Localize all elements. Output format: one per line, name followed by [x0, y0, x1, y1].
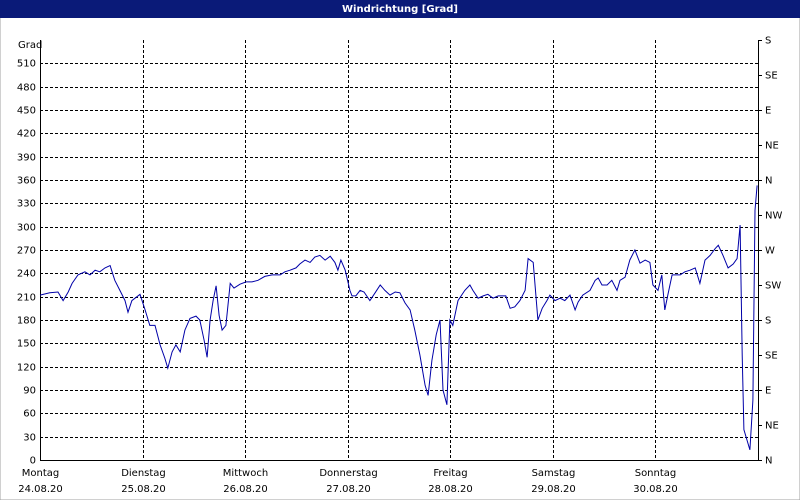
y-tick-label: 120	[17, 363, 36, 374]
data-line	[39, 185, 758, 451]
x-tick-label: Montag	[22, 468, 59, 479]
y-tick-label: 270	[17, 246, 36, 257]
y-tick-label: 150	[17, 339, 36, 350]
title-bar	[0, 0, 800, 18]
y-tick-label: 510	[17, 59, 36, 70]
x-tick-date: 29.08.20	[531, 484, 576, 495]
y-tick-label: 450	[17, 106, 36, 117]
y-tick-label: 180	[17, 316, 36, 327]
x-tick-date: 26.08.20	[223, 484, 268, 495]
y-tick-label: 420	[17, 129, 36, 140]
y2-tick-label: SE	[765, 351, 778, 362]
y-tick-label: 90	[23, 386, 36, 397]
x-tick-label: Donnerstag	[319, 468, 377, 479]
x-tick-label: Mittwoch	[223, 468, 268, 479]
x-tick-label: Samstag	[532, 468, 576, 479]
y-tick-label: 330	[17, 199, 36, 210]
y2-tick-label: S	[765, 316, 771, 327]
y-tick-label: 0	[30, 456, 36, 467]
y-tick-label: 30	[23, 433, 36, 444]
x-tick-label: Freitag	[433, 468, 467, 479]
y-tick-label: 240	[17, 269, 36, 280]
y-tick-label: 360	[17, 176, 36, 187]
y2-tick-label: NE	[765, 421, 779, 432]
x-tick-date: 27.08.20	[326, 484, 371, 495]
y2-tick-label: N	[765, 176, 772, 187]
y2-tick-label: SE	[765, 71, 778, 82]
y-tick-label: 60	[23, 409, 36, 420]
y-axis-label: Grad	[18, 40, 42, 51]
y2-tick-label: S	[765, 36, 771, 47]
x-tick-date: 30.08.20	[633, 484, 678, 495]
y2-tick-label: NE	[765, 141, 779, 152]
y-tick-label: 390	[17, 153, 36, 164]
chart-title: Windrichtung [Grad]	[342, 4, 458, 15]
x-tick-date: 24.08.20	[18, 484, 63, 495]
x-tick-label: Sonntag	[635, 468, 677, 479]
x-tick-date: 25.08.20	[121, 484, 166, 495]
x-tick-date: 28.08.20	[428, 484, 473, 495]
y2-tick-label: W	[765, 246, 775, 257]
y2-tick-label: E	[765, 106, 771, 117]
y2-tick-label: N	[765, 456, 772, 467]
y-tick-label: 480	[17, 83, 36, 94]
y2-tick-label: SW	[765, 281, 781, 292]
y-tick-label: 210	[17, 293, 36, 304]
x-tick-label: Dienstag	[121, 468, 166, 479]
y2-tick-label: E	[765, 386, 771, 397]
y-tick-label: 300	[17, 223, 36, 234]
y2-tick-label: NW	[765, 211, 782, 222]
